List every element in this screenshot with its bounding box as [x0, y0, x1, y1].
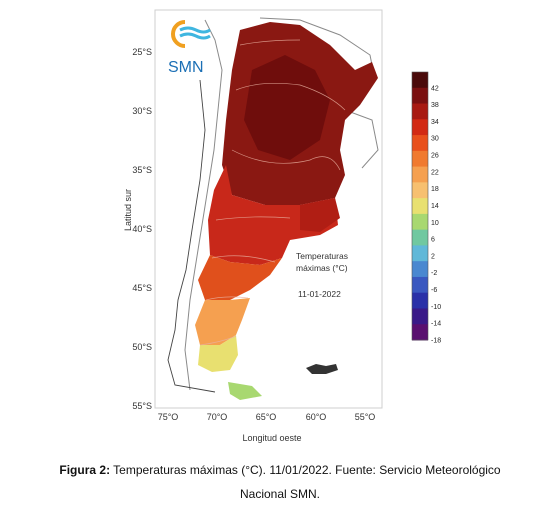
- lat-tick-label: 30°S: [132, 106, 152, 116]
- colorbar-label: -18: [431, 338, 441, 345]
- argentina-temperature-field: [167, 22, 378, 400]
- lon-tick-label: 65°O: [256, 412, 277, 422]
- lon-tick-label: 70°O: [207, 412, 228, 422]
- colorbar-swatch: [412, 135, 428, 152]
- region-north-patagonia: [198, 255, 282, 300]
- colorbar-label: 6: [431, 237, 435, 244]
- colorbar-label: -14: [431, 321, 441, 328]
- colorbar-label: 26: [431, 153, 439, 160]
- colorbar-swatch: [412, 324, 428, 341]
- colorbar-swatch: [412, 87, 428, 105]
- figure-caption: Figura 2: Temperaturas máximas (°C). 11/…: [0, 458, 560, 506]
- x-axis-title: Longitud oeste: [242, 433, 301, 443]
- colorbar-swatch: [412, 229, 428, 246]
- lat-tick-label: 40°S: [132, 224, 152, 234]
- colorbar-swatch: [412, 72, 428, 89]
- lon-ticks: 75°O 70°O 65°O 60°O 55°O: [158, 412, 376, 422]
- region-central-patagonia: [195, 298, 250, 345]
- colorbar-label: -6: [431, 287, 437, 294]
- malvinas-islands: [306, 364, 338, 374]
- colorbar-swatch: [412, 292, 428, 309]
- colorbar-label: 34: [431, 119, 439, 126]
- region-south-patagonia: [198, 335, 238, 372]
- colorbar-label: 2: [431, 253, 435, 260]
- region-pampas-coast: [300, 198, 340, 232]
- lat-ticks: 25°S 30°S 35°S 40°S 45°S 50°S 55°S: [132, 47, 152, 411]
- lat-tick-label: 45°S: [132, 283, 152, 293]
- region-center: [208, 165, 338, 265]
- colorbar-swatch: [412, 198, 428, 215]
- colorbar-label: 22: [431, 169, 439, 176]
- colorbar-label: 42: [431, 85, 439, 92]
- colorbar-swatch: [412, 166, 428, 183]
- caption-text: Temperaturas máximas (°C). 11/01/2022. F…: [110, 463, 501, 477]
- y-axis-title: Latitud sur: [123, 189, 133, 231]
- colorbar-label: 14: [431, 203, 439, 210]
- logo-sun-icon: [171, 20, 186, 48]
- lon-tick-label: 60°O: [306, 412, 327, 422]
- lat-tick-label: 25°S: [132, 47, 152, 57]
- colorbar-swatch: [412, 308, 428, 325]
- colorbar-swatch: [412, 245, 428, 262]
- colorbar-label: -2: [431, 270, 437, 277]
- colorbar-swatch: [412, 119, 428, 136]
- annotation-title-line1: Temperaturas: [296, 251, 348, 261]
- region-north-core: [244, 55, 330, 160]
- colorbar: 42 38 34 30 26 22 18 14 10 6 2 -2 -6 -10 -14 -18: [411, 71, 441, 345]
- lon-tick-label: 55°O: [355, 412, 376, 422]
- colorbar-swatch: [412, 276, 428, 294]
- caption-line1: Figura 2: Temperaturas máximas (°C). 11/…: [0, 458, 560, 482]
- lat-tick-label: 35°S: [132, 165, 152, 175]
- colorbar-label: 30: [431, 136, 439, 143]
- colorbar-swatch: [412, 103, 428, 120]
- logo-text: SMN: [168, 59, 204, 76]
- contour-lines: [199, 39, 346, 346]
- smn-logo: SMN: [168, 20, 211, 76]
- lat-tick-label: 55°S: [132, 401, 152, 411]
- colorbar-label: 38: [431, 102, 439, 109]
- annotation-date: 11-01-2022: [298, 289, 341, 299]
- annotation-title-line2: máximas (°C): [296, 263, 348, 273]
- colorbar-swatch: [412, 261, 428, 278]
- colorbar-swatch: [412, 182, 428, 199]
- caption-line2: Nacional SMN.: [239, 487, 321, 501]
- lon-tick-label: 75°O: [158, 412, 179, 422]
- colorbar-label: 18: [431, 186, 439, 193]
- colorbar-swatch: [412, 213, 428, 231]
- caption-label: Figura 2:: [59, 463, 111, 477]
- lat-tick-label: 50°S: [132, 342, 152, 352]
- colorbar-frame: [411, 71, 429, 341]
- colorbar-label: -10: [431, 304, 441, 311]
- logo-wave-icon: [179, 26, 211, 40]
- region-tierra-del-fuego: [228, 382, 262, 400]
- andes-coastline: [167, 79, 216, 393]
- colorbar-label: 10: [431, 220, 439, 227]
- colorbar-swatch: [412, 150, 428, 168]
